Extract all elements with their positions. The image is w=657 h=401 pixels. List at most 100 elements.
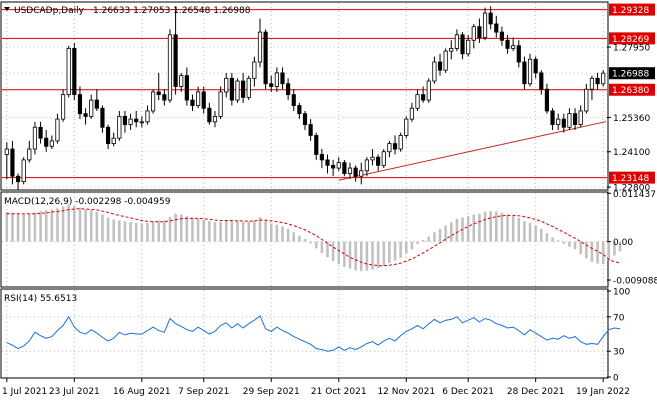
macd-bar [253,220,256,242]
price-panel-frame [0,1,609,191]
candle [32,121,38,155]
candle-body [94,99,99,109]
rsi-tick-label: 70 [613,313,625,323]
candle [122,110,128,133]
macd-bar [112,219,115,242]
macd-bar [410,241,414,250]
candle [516,40,521,68]
candle-body [454,34,459,49]
macd-bar [264,220,267,242]
macd-bar [67,204,70,242]
candle [151,89,156,114]
candle [376,154,381,171]
candle-body [482,12,488,38]
level-price-tag [609,32,655,45]
candle-body [347,167,353,174]
macd-bar [303,239,307,242]
candle [218,86,223,120]
candle-body [196,91,201,106]
macd-bar [590,241,594,262]
price-series [2,6,607,190]
candle-body [544,88,550,112]
candle [291,89,296,111]
rsi-tick-label: 30 [613,348,625,358]
macd-bar [213,222,217,242]
macd-bar [208,221,211,242]
macd-bar [466,216,470,242]
macd-bar [562,241,566,244]
macd-tick-label: -0.009088 [613,277,657,287]
macd-bar [191,217,194,242]
candle [302,110,308,130]
macd-bar [298,235,301,242]
candle-body [44,137,49,147]
candle [134,110,139,128]
candle-body [437,61,443,71]
candle [286,78,291,101]
candle [27,140,32,163]
date-label: 6 Dec 2021 [442,387,494,397]
symbol-dropdown-icon[interactable] [4,7,10,11]
candle-body [494,23,499,33]
candle-body [477,26,482,38]
candle [561,113,566,133]
macd-bar [365,241,369,271]
macd-tick-label: 0.011437 [613,190,656,200]
macd-bar [185,216,189,242]
macd-bar [472,214,476,242]
candle-body [263,31,268,85]
macd-bar [275,224,279,242]
candle-body [364,159,369,172]
candle [488,6,493,30]
macd-bar [16,213,20,242]
macd-bar [247,221,251,242]
candle-body [511,45,516,49]
macd-bar [483,211,487,242]
candle [184,67,189,106]
candle-body [60,94,66,120]
candle [404,116,409,139]
candle-body [584,88,589,112]
macd-bar [320,241,324,254]
candle-body [342,162,347,174]
candle-body [156,91,161,96]
macd-bar [523,221,526,242]
price-tick-label: 1.23148 [612,174,649,184]
macd-bar [106,217,110,242]
macd-bar [382,241,386,267]
macd-bar [585,241,588,259]
price-tick-label: 1.25360 [613,114,650,124]
candle [539,70,544,95]
candle [550,108,555,130]
candle-body [505,39,510,49]
macd-bar [405,241,408,254]
macd-bar [241,221,245,242]
macd-bar [33,212,37,242]
macd-bar [146,223,149,242]
macd-bar [354,241,357,271]
candle-body [297,105,302,115]
macd-label: MACD(12,26,9) -0.002298 -0.004959 [4,197,171,207]
candle [224,72,229,98]
macd-bar [331,241,335,262]
candle [167,29,173,103]
macd-signal-line [6,208,621,267]
candle [60,89,66,122]
price-tick-label: 1.22800 [613,184,650,194]
candle-body [269,83,274,87]
candle-body [111,137,116,144]
candle-body [241,80,246,98]
macd-bar [50,209,54,242]
candle-body [21,159,26,183]
price-tick-label: 1.26380 [612,86,649,96]
candle [370,149,375,166]
candle-body [201,91,206,109]
candle-body [246,77,251,98]
candle-body [117,115,122,139]
candle-body [398,135,403,150]
macd-bar [371,241,374,270]
macd-bar [596,241,599,264]
candle [314,132,319,160]
candle [482,7,488,41]
candle-body [522,61,527,85]
